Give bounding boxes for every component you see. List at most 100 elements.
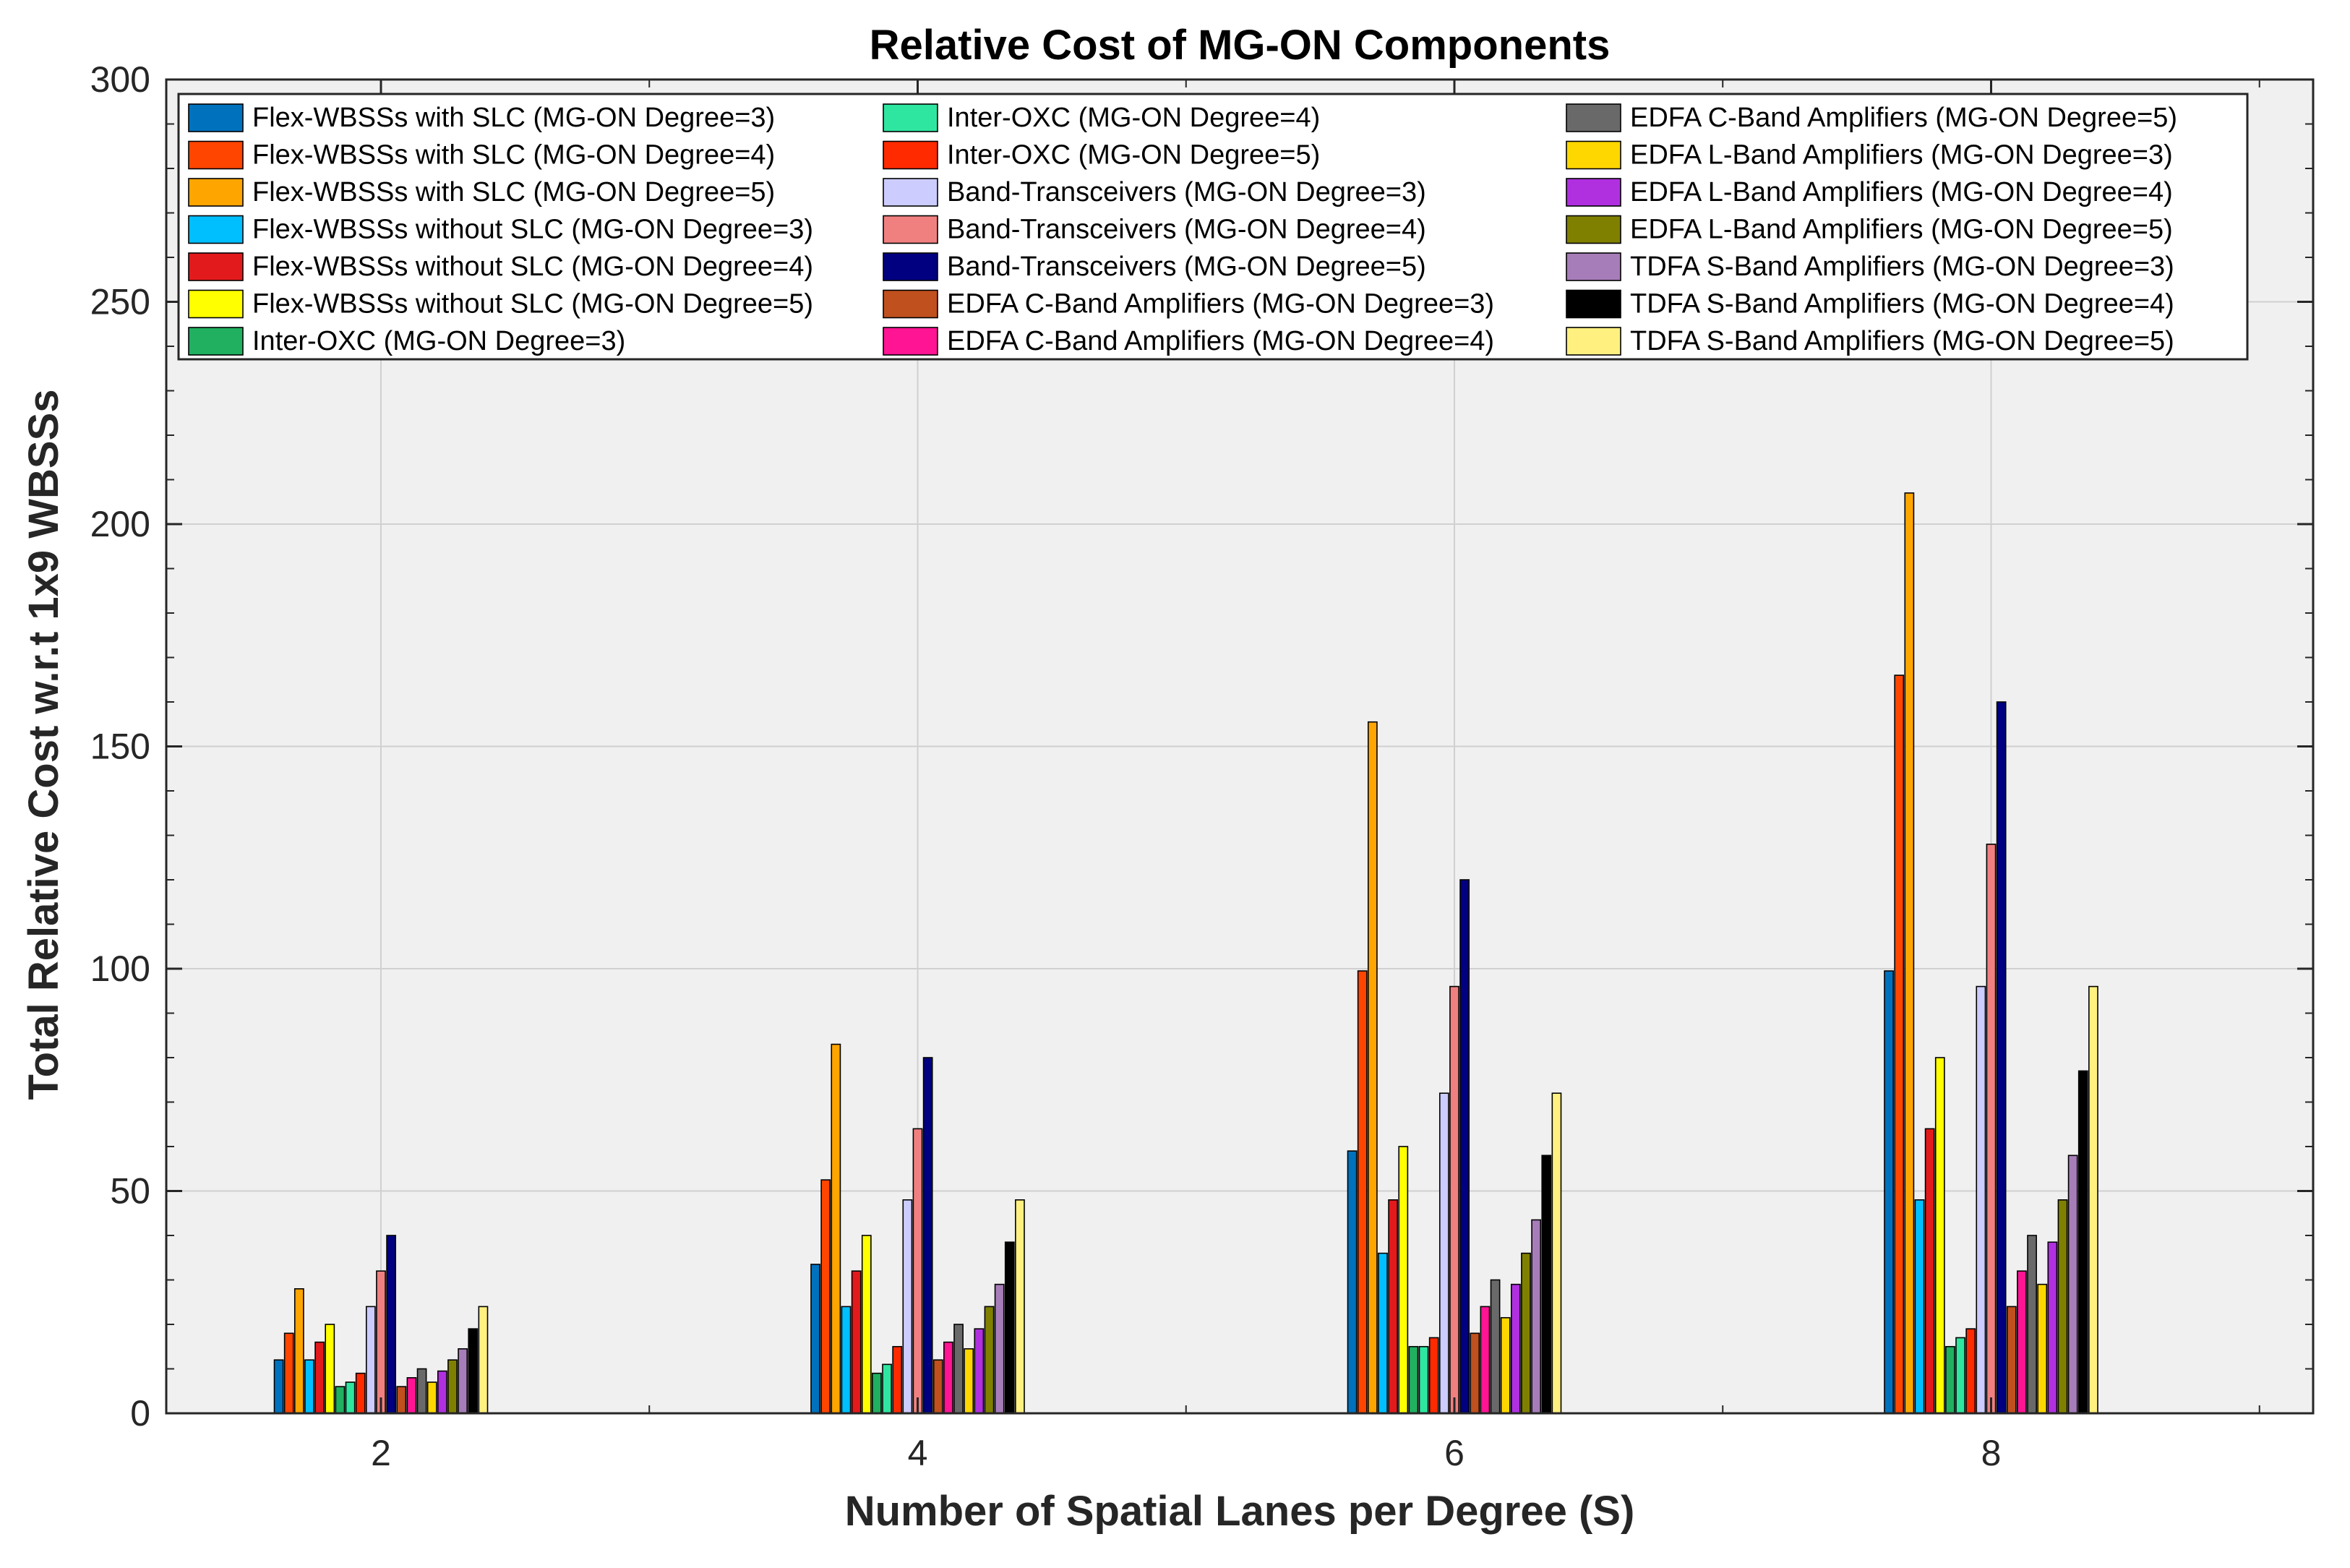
legend-label: EDFA L-Band Amplifiers (MG-ON Degree=4) <box>1630 177 2173 207</box>
bar <box>1347 1150 1358 1414</box>
bar <box>1408 1345 1419 1414</box>
bar <box>932 1359 943 1414</box>
bar <box>314 1341 325 1414</box>
bar <box>416 1368 427 1414</box>
bars-layer <box>273 492 2098 1414</box>
bar <box>1428 1337 1439 1414</box>
bar <box>2047 1241 2058 1414</box>
y-tick-label: 0 <box>130 1393 150 1434</box>
bar <box>335 1386 346 1414</box>
y-tick-label: 250 <box>90 282 150 322</box>
bar <box>1004 1241 1015 1414</box>
legend-swatch <box>188 252 244 281</box>
legend-label: EDFA C-Band Amplifiers (MG-ON Degree=5) <box>1630 103 2177 133</box>
legend-swatch <box>188 289 244 319</box>
bar <box>447 1359 458 1414</box>
bar <box>2057 1199 2068 1414</box>
bar <box>851 1270 862 1414</box>
bar <box>2067 1154 2078 1414</box>
y-axis-label: Total Relative Cost w.r.t 1x9 WBSSs <box>20 389 67 1100</box>
bar <box>468 1328 479 1414</box>
legend-swatch <box>1566 140 1621 170</box>
legend-label: TDFA S-Band Amplifiers (MG-ON Degree=5) <box>1630 326 2174 356</box>
legend-swatch <box>1566 327 1621 356</box>
bar <box>1976 985 1986 1414</box>
bar <box>831 1043 841 1414</box>
bar <box>1945 1345 1955 1414</box>
bar <box>953 1324 964 1414</box>
bar <box>912 1128 923 1414</box>
legend-label: TDFA S-Band Amplifiers (MG-ON Degree=4) <box>1630 289 2174 320</box>
bar <box>943 1341 953 1414</box>
legend-label: Flex-WBSSs with SLC (MG-ON Degree=5) <box>252 177 775 207</box>
legend-label: Flex-WBSSs without SLC (MG-ON Degree=3) <box>252 215 813 245</box>
bar <box>426 1381 437 1414</box>
bar <box>1894 674 1905 1414</box>
legend-swatch <box>883 327 938 356</box>
y-tick-label: 300 <box>90 59 150 100</box>
bar <box>1541 1154 1552 1414</box>
bar <box>872 1372 882 1414</box>
bar <box>1398 1146 1409 1414</box>
legend-label: Flex-WBSSs without SLC (MG-ON Degree=5) <box>252 289 813 320</box>
legend-label: Inter-OXC (MG-ON Degree=5) <box>947 140 1320 171</box>
x-tick-label: 8 <box>1981 1433 2002 1473</box>
legend-swatch <box>1566 289 1621 319</box>
legend-label: EDFA C-Band Amplifiers (MG-ON Degree=3) <box>947 289 1494 320</box>
bar <box>345 1381 356 1414</box>
bar <box>1551 1092 1562 1414</box>
bar <box>1965 1328 1976 1414</box>
bar <box>861 1235 872 1414</box>
legend-swatch <box>1566 252 1621 281</box>
chart-title: Relative Cost of MG-ON Components <box>870 22 1611 69</box>
ticks-layer: 0 50 100 150 200 250 300 2 4 6 8 <box>90 59 2313 1473</box>
legend-label: Band-Transceivers (MG-ON Degree=4) <box>947 215 1426 245</box>
x-tick-label: 4 <box>908 1433 928 1473</box>
bar <box>2077 1070 2088 1414</box>
bar <box>1521 1252 1531 1414</box>
bar <box>820 1179 831 1414</box>
bar <box>1357 970 1368 1414</box>
legend-swatch <box>1566 215 1621 244</box>
bar <box>882 1363 892 1414</box>
legend-label: Flex-WBSSs with SLC (MG-ON Degree=3) <box>252 103 775 133</box>
legend-swatch <box>1566 103 1621 132</box>
bar <box>293 1288 304 1414</box>
bar <box>1378 1252 1388 1414</box>
bar <box>386 1235 397 1414</box>
legend: Flex-WBSSs with SLC (MG-ON Degree=3) Flex… <box>177 93 2249 361</box>
bar <box>1438 1092 1449 1414</box>
legend-label: Band-Transceivers (MG-ON Degree=3) <box>947 177 1426 207</box>
x-tick-label: 2 <box>371 1433 391 1473</box>
legend-swatch <box>883 215 938 244</box>
bar <box>2037 1283 2048 1414</box>
legend-label: Inter-OXC (MG-ON Degree=4) <box>947 103 1320 133</box>
bar <box>1459 879 1470 1414</box>
x-axis-label: Number of Spatial Lanes per Degree (S) <box>845 1488 1635 1535</box>
y-tick-label: 200 <box>90 504 150 544</box>
bar <box>1480 1306 1491 1414</box>
legend-label: TDFA S-Band Amplifiers (MG-ON Degree=3) <box>1630 252 2174 282</box>
bar <box>2088 985 2098 1414</box>
bar <box>1470 1332 1480 1414</box>
bar <box>974 1328 985 1414</box>
bar <box>396 1386 407 1414</box>
bar <box>304 1359 314 1414</box>
legend-swatch <box>883 103 938 132</box>
bar <box>365 1306 376 1414</box>
legend-swatch <box>883 252 938 281</box>
legend-box <box>177 93 2249 361</box>
legend-label: Inter-OXC (MG-ON Degree=3) <box>252 326 625 356</box>
legend-swatch <box>883 289 938 319</box>
bar <box>458 1348 468 1414</box>
bar <box>1924 1128 1935 1414</box>
bar <box>1449 985 1459 1414</box>
bar <box>1015 1199 1025 1414</box>
bar <box>1531 1219 1542 1414</box>
legend-swatch <box>188 103 244 132</box>
bar <box>1884 970 1894 1414</box>
legend-label: Flex-WBSSs without SLC (MG-ON Degree=4) <box>252 252 813 282</box>
legend-swatch <box>883 178 938 207</box>
bar <box>1490 1279 1501 1414</box>
bar <box>2027 1235 2037 1414</box>
